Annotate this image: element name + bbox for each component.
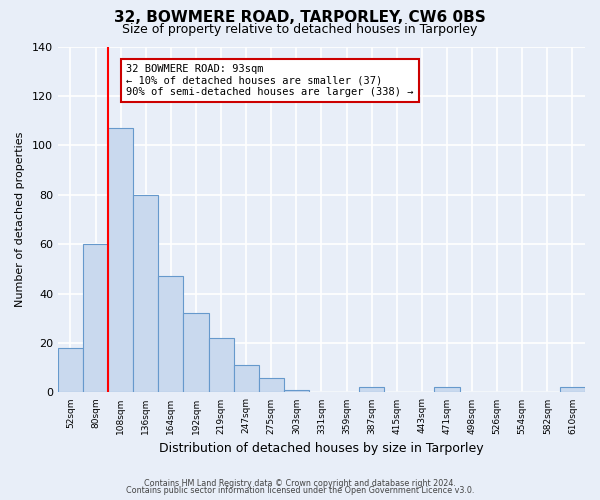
Text: Size of property relative to detached houses in Tarporley: Size of property relative to detached ho…	[122, 22, 478, 36]
Text: 32, BOWMERE ROAD, TARPORLEY, CW6 0BS: 32, BOWMERE ROAD, TARPORLEY, CW6 0BS	[114, 10, 486, 25]
Bar	[359, 388, 384, 392]
X-axis label: Distribution of detached houses by size in Tarporley: Distribution of detached houses by size …	[159, 442, 484, 455]
Text: Contains public sector information licensed under the Open Government Licence v3: Contains public sector information licen…	[126, 486, 474, 495]
Bar	[259, 378, 284, 392]
Text: Contains HM Land Registry data © Crown copyright and database right 2024.: Contains HM Land Registry data © Crown c…	[144, 478, 456, 488]
Bar	[133, 195, 158, 392]
Y-axis label: Number of detached properties: Number of detached properties	[15, 132, 25, 307]
Text: 32 BOWMERE ROAD: 93sqm
← 10% of detached houses are smaller (37)
90% of semi-det: 32 BOWMERE ROAD: 93sqm ← 10% of detached…	[127, 64, 414, 97]
Bar	[560, 388, 585, 392]
Bar	[434, 388, 460, 392]
Bar	[108, 128, 133, 392]
Bar	[233, 366, 259, 392]
Bar	[158, 276, 184, 392]
Bar	[83, 244, 108, 392]
Bar	[284, 390, 309, 392]
Bar	[58, 348, 83, 393]
Bar	[209, 338, 233, 392]
Bar	[184, 314, 209, 392]
